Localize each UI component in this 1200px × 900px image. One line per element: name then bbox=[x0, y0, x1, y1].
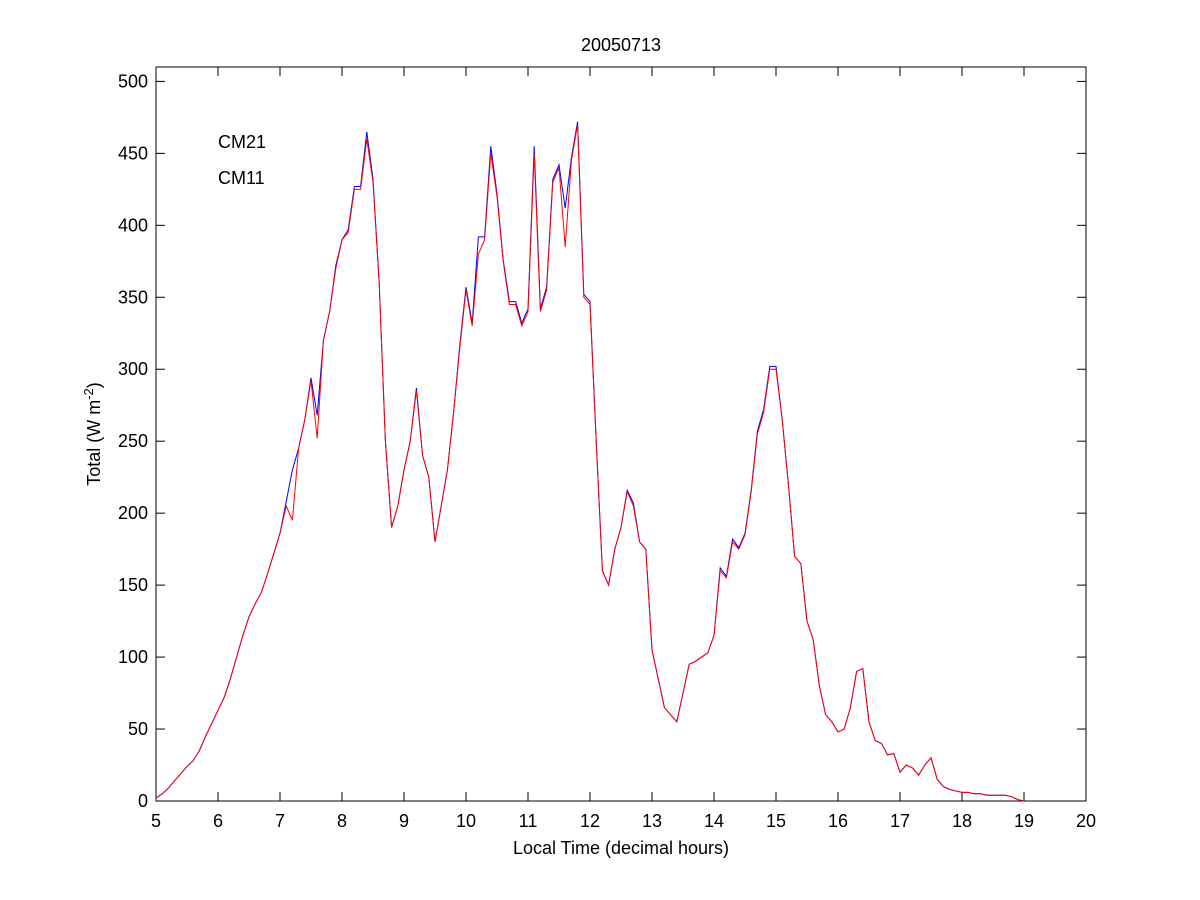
x-tick-label: 12 bbox=[580, 811, 600, 831]
x-axis-label: Local Time (decimal hours) bbox=[513, 838, 729, 858]
x-tick-label: 14 bbox=[704, 811, 724, 831]
data-line bbox=[155, 124, 1025, 802]
y-tick-label: 300 bbox=[118, 359, 148, 379]
y-tick-label: 500 bbox=[118, 71, 148, 91]
x-tick-label: 8 bbox=[337, 811, 347, 831]
y-tick-label: 50 bbox=[128, 719, 148, 739]
chart-title: 20050713 bbox=[581, 35, 661, 55]
y-tick-label: 150 bbox=[118, 575, 148, 595]
y-tick-label: 450 bbox=[118, 143, 148, 163]
plot-area bbox=[155, 66, 1087, 802]
x-tick-label: 15 bbox=[766, 811, 786, 831]
x-tick-label: 20 bbox=[1076, 811, 1096, 831]
y-tick-label: 100 bbox=[118, 647, 148, 667]
x-tick-label: 10 bbox=[456, 811, 476, 831]
legend-label: CM21 bbox=[218, 132, 266, 152]
y-axis-label: Total (W m-2) bbox=[81, 382, 104, 486]
x-tick-label: 16 bbox=[828, 811, 848, 831]
y-tick-label: 400 bbox=[118, 215, 148, 235]
y-label-sup: -2 bbox=[81, 388, 96, 400]
y-label-text: Total (W m bbox=[84, 400, 104, 486]
x-tick-label: 18 bbox=[952, 811, 972, 831]
y-tick-label: 250 bbox=[118, 431, 148, 451]
x-tick-label: 11 bbox=[519, 811, 538, 831]
x-tick-label: 19 bbox=[1014, 811, 1034, 831]
y-tick-label: 0 bbox=[138, 791, 148, 811]
x-tick-label: 17 bbox=[890, 811, 910, 831]
x-tick-label: 13 bbox=[642, 811, 662, 831]
x-tick-label: 7 bbox=[275, 811, 285, 831]
x-tick-label: 9 bbox=[399, 811, 409, 831]
x-tick-label: 6 bbox=[213, 811, 223, 831]
legend-label: CM11 bbox=[218, 168, 265, 188]
y-tick-label: 350 bbox=[118, 287, 148, 307]
y-tick-label: 200 bbox=[118, 503, 148, 523]
y-label-end: ) bbox=[84, 382, 104, 388]
x-tick-label: 5 bbox=[151, 811, 161, 831]
